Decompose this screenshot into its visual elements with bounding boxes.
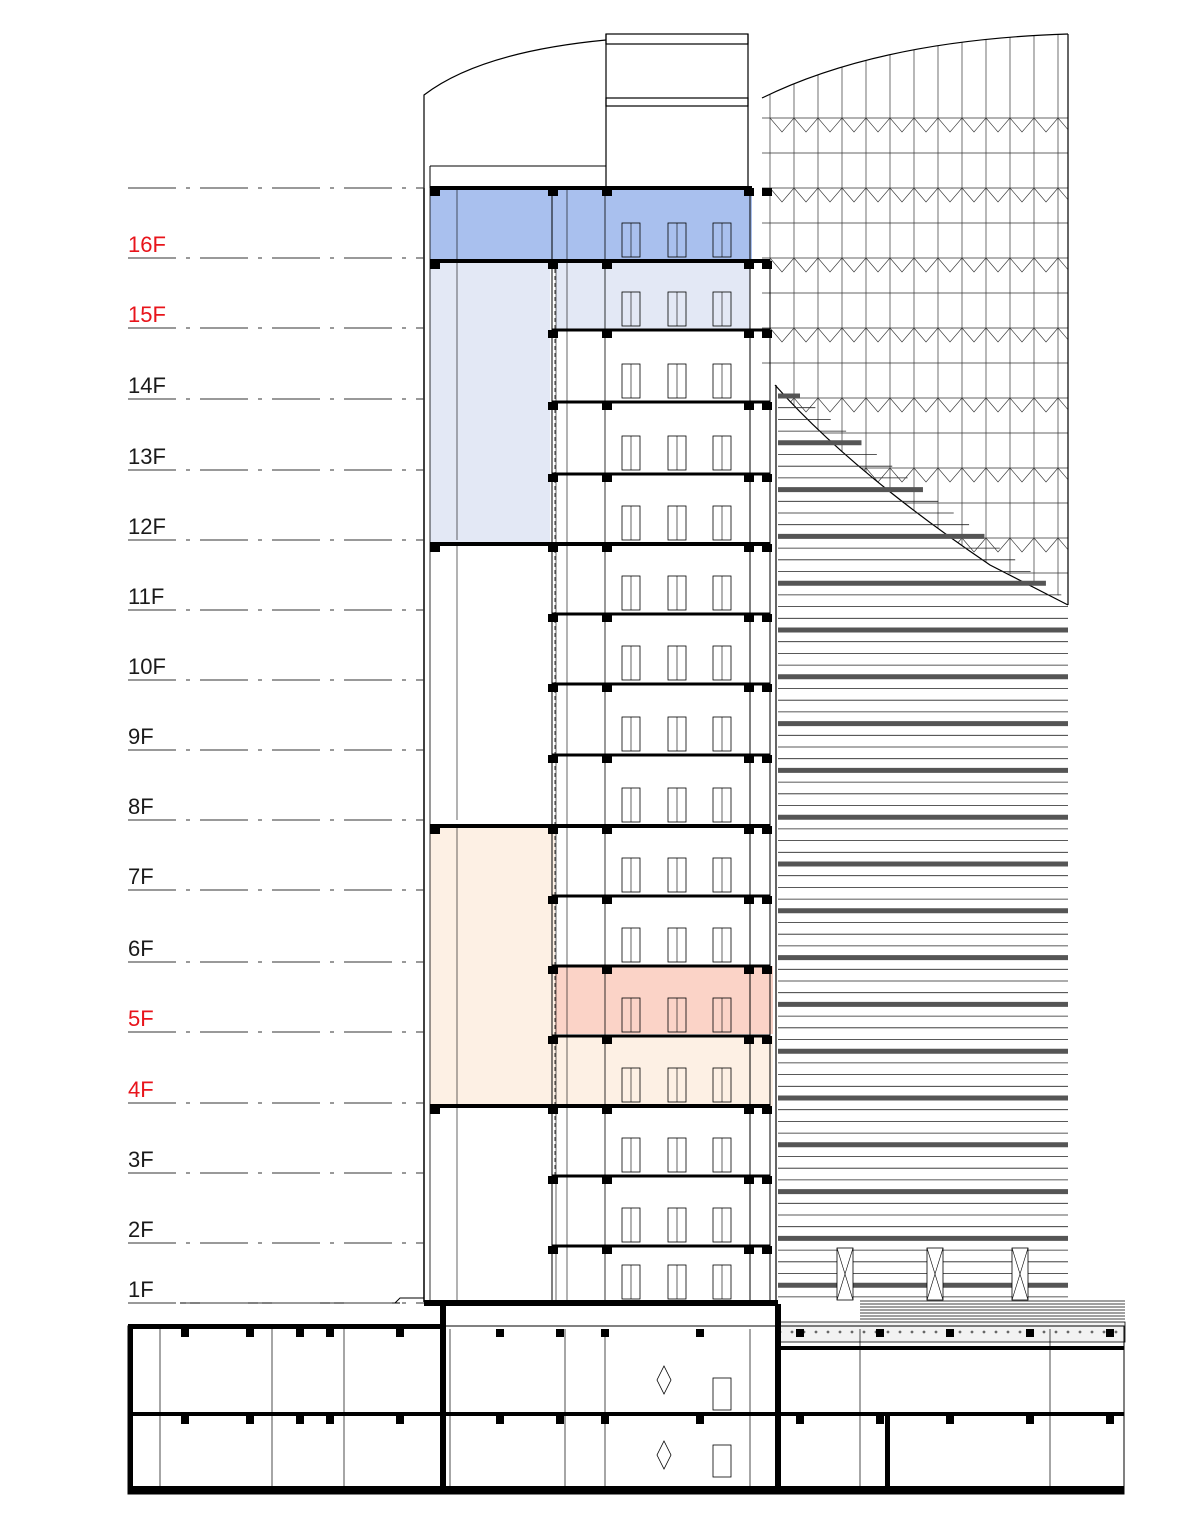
floor-label-11f: 11F [128, 584, 164, 609]
basement-outline [127, 1325, 1125, 1495]
floor-label-16f: 16F [128, 232, 166, 257]
main-slab-1 [430, 186, 752, 190]
floor-label-3f: 3F [128, 1147, 154, 1172]
floor-label-10f: 10F [128, 654, 166, 679]
zone-5f [555, 966, 773, 1034]
basement-floor [128, 1486, 1124, 1494]
floor-slab [552, 1034, 770, 1038]
floor-label-7f: 7F [128, 864, 154, 889]
roof-crown-mid [605, 97, 749, 107]
floor-level-lines [128, 187, 424, 1304]
zone-atrium-lower [430, 826, 555, 1106]
floor-label-1f: 1F [128, 1277, 154, 1302]
main-slab-2 [430, 259, 770, 263]
door [712, 1444, 732, 1478]
zone-16f [430, 190, 752, 260]
tower-structure [180, 33, 778, 1306]
main-slab-3 [430, 542, 770, 546]
zone-4f [555, 1036, 773, 1106]
floor-label-13f: 13F [128, 444, 166, 469]
highlight-zones [430, 190, 773, 1106]
floor-label-6f: 6F [128, 936, 154, 961]
floor-label-9f: 9F [128, 724, 154, 749]
floor-slab [552, 612, 770, 616]
floor-slab [552, 682, 770, 686]
door [712, 1377, 732, 1411]
facade-top-curve [761, 33, 1069, 99]
ground-slab [424, 1300, 778, 1306]
floor-slab [552, 328, 770, 332]
floor-slab [552, 964, 770, 968]
roof-curve [423, 39, 607, 188]
main-slab-5 [430, 1104, 770, 1108]
floor-slab [552, 1174, 770, 1178]
floor-label-2f: 2F [128, 1217, 154, 1242]
floor-label-8f: 8F [128, 794, 154, 819]
basement-structure [127, 1304, 1125, 1495]
floor-labels: 16F 15F 14F 13F 12F 11F 10F 9F 8F 7F 6F 5F 4F 3F 2F 1F [128, 232, 166, 1302]
floor-label-14f: 14F [128, 373, 166, 398]
zone-15f [556, 262, 750, 330]
floor-label-12f: 12F [128, 514, 166, 539]
floor-slab [552, 1244, 770, 1248]
zone-atrium-upper [430, 262, 550, 542]
main-slab-4 [430, 824, 770, 828]
floor-label-15f: 15F [128, 302, 166, 327]
floor-slab [552, 400, 770, 404]
louver-screen [775, 385, 1126, 1343]
floor-label-5f: 5F [128, 1006, 154, 1031]
floor-slab [552, 753, 770, 757]
floor-slab [552, 472, 770, 476]
roof-crown-top [605, 33, 749, 45]
curtain-wall-facade [761, 33, 1069, 606]
floor-label-4f: 4F [128, 1077, 154, 1102]
floor-slab [552, 894, 770, 898]
